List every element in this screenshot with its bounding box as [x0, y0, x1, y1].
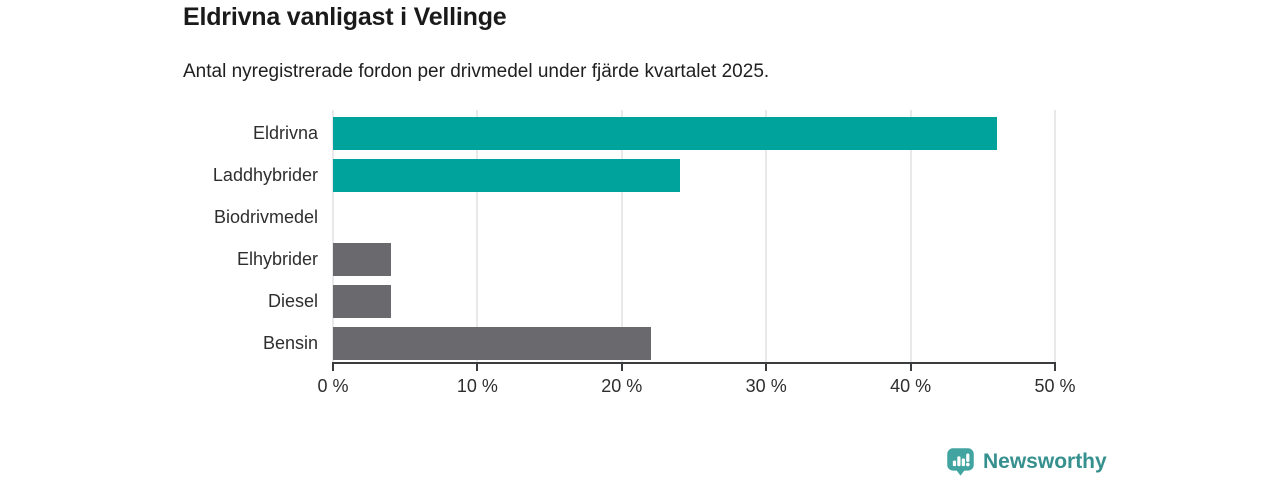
bar-eldrivna: [333, 117, 998, 150]
x-axis-tick: [1054, 364, 1056, 371]
x-axis-tick: [476, 364, 479, 371]
gridline: [476, 110, 479, 362]
x-axis-tick-label: 10 %: [456, 376, 498, 396]
bar-diesel: [333, 285, 391, 318]
bar-bensin: [333, 327, 651, 360]
category-label-bensin: Bensin: [262, 333, 318, 353]
newsworthy-logo[interactable]: Newsworthy: [946, 447, 1107, 476]
x-axis-tick: [332, 364, 334, 371]
chart-title: Eldrivna vanligast i Vellinge: [183, 3, 507, 31]
newsworthy-wordmark: Newsworthy: [983, 449, 1107, 473]
gridline: [1054, 110, 1056, 362]
category-label-laddhybrider: Laddhybrider: [212, 165, 318, 185]
x-axis-tick-label: 50 %: [1034, 376, 1076, 396]
category-label-diesel: Diesel: [267, 291, 318, 311]
chart-subtitle: Antal nyregistrerade fordon per drivmede…: [183, 61, 770, 82]
category-label-elhybrider: Elhybrider: [236, 249, 318, 269]
gridline: [620, 110, 623, 362]
gridline: [765, 110, 768, 362]
category-label-eldrivna: Eldrivna: [252, 123, 318, 143]
bar-laddhybrider: [333, 159, 680, 192]
x-axis-tick-label: 0 %: [317, 376, 349, 396]
bar-elhybrider: [333, 243, 391, 276]
x-axis-tick: [765, 364, 768, 371]
category-label-biodrivmedel: Biodrivmedel: [213, 207, 318, 227]
x-axis-tick: [620, 364, 623, 371]
x-axis-line: [332, 362, 1056, 364]
gridline: [332, 110, 334, 362]
newsworthy-icon: [947, 448, 974, 476]
gridline: [909, 110, 912, 362]
x-axis-tick-label: 40 %: [890, 376, 932, 396]
x-axis-tick: [909, 364, 912, 371]
x-axis-tick-label: 30 %: [745, 376, 787, 396]
x-axis-tick-label: 20 %: [601, 376, 643, 396]
